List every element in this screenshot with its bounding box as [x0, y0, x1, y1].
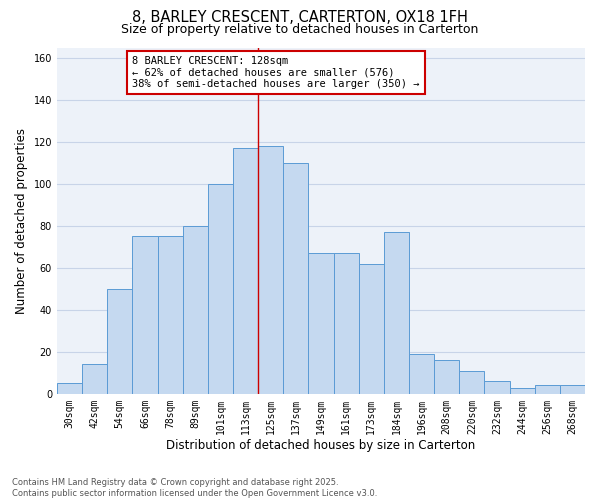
- Bar: [182, 226, 208, 394]
- Text: 8 BARLEY CRESCENT: 128sqm
← 62% of detached houses are smaller (576)
38% of semi: 8 BARLEY CRESCENT: 128sqm ← 62% of detac…: [133, 56, 420, 89]
- Bar: [535, 386, 560, 394]
- Text: Contains HM Land Registry data © Crown copyright and database right 2025.
Contai: Contains HM Land Registry data © Crown c…: [12, 478, 377, 498]
- Bar: [459, 370, 484, 394]
- Bar: [208, 184, 233, 394]
- Bar: [233, 148, 258, 394]
- Y-axis label: Number of detached properties: Number of detached properties: [15, 128, 28, 314]
- Bar: [509, 388, 535, 394]
- Bar: [334, 253, 359, 394]
- Bar: [359, 264, 384, 394]
- Bar: [158, 236, 182, 394]
- Bar: [409, 354, 434, 394]
- Bar: [258, 146, 283, 394]
- Bar: [82, 364, 107, 394]
- Bar: [308, 253, 334, 394]
- X-axis label: Distribution of detached houses by size in Carterton: Distribution of detached houses by size …: [166, 440, 476, 452]
- Bar: [57, 384, 82, 394]
- Bar: [384, 232, 409, 394]
- Text: 8, BARLEY CRESCENT, CARTERTON, OX18 1FH: 8, BARLEY CRESCENT, CARTERTON, OX18 1FH: [132, 10, 468, 25]
- Bar: [107, 289, 133, 394]
- Bar: [434, 360, 459, 394]
- Text: Size of property relative to detached houses in Carterton: Size of property relative to detached ho…: [121, 22, 479, 36]
- Bar: [133, 236, 158, 394]
- Bar: [484, 381, 509, 394]
- Bar: [283, 163, 308, 394]
- Bar: [560, 386, 585, 394]
